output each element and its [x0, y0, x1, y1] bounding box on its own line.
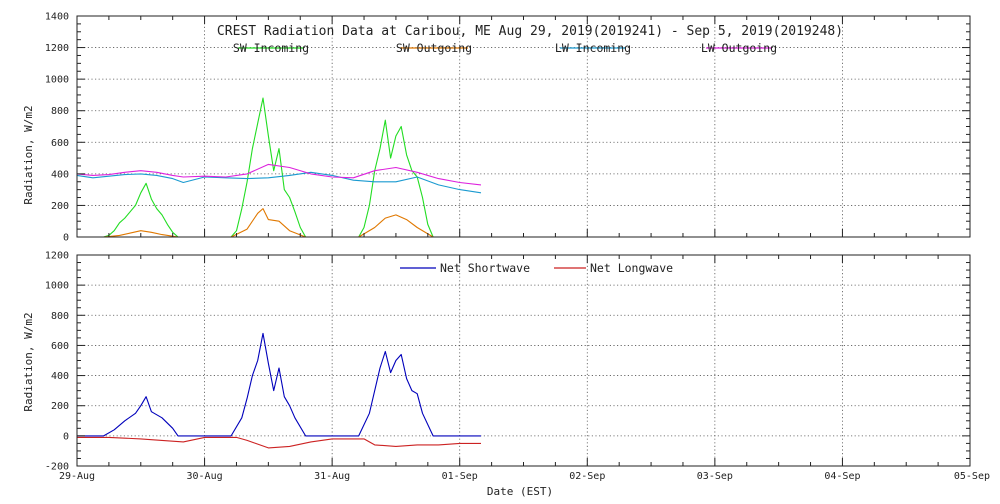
xtick-label: 30-Aug — [187, 471, 223, 482]
bottom-ytick-label: 0 — [63, 431, 69, 442]
top-legend-label-1: SW Outgoing — [396, 41, 472, 55]
bottom-ytick-label: -200 — [45, 462, 69, 473]
top-series-line-3 — [76, 163, 482, 186]
bottom-ytick-label: 200 — [51, 401, 69, 412]
top-panel-ticks: 0 200 400 600 800 1000 1200 1400 — [45, 12, 971, 244]
top-ytick-label: 400 — [51, 169, 69, 180]
chart-title: CREST Radiation Data at Caribou, ME Aug … — [217, 24, 843, 39]
xtick-label: 02-Sep — [569, 471, 605, 482]
bottom-series-line-0 — [77, 332, 481, 437]
xtick-label: 04-Sep — [824, 471, 860, 482]
bottom-panel-legend: Net Shortwave Net Longwave — [400, 261, 673, 275]
top-panel-legend: SW Incoming SW Outgoing LW Incoming LW Outg… — [233, 41, 777, 55]
top-legend-label-2: LW Incoming — [555, 41, 631, 55]
top-legend-label-0: SW Incoming — [233, 41, 309, 55]
bottom-ytick-label: 1000 — [45, 281, 69, 292]
top-ytick-label: 600 — [51, 138, 69, 149]
xtick-label: 01-Sep — [442, 471, 478, 482]
top-ytick-label: 1400 — [45, 12, 69, 23]
xtick-label: 31-Aug — [314, 471, 350, 482]
top-panel: 0 200 400 600 800 1000 1200 1400 CREST Radiatio… — [22, 12, 971, 244]
xtick-label: 29-Aug — [59, 471, 95, 482]
bottom-panel-ylabel: Radiation, W/m2 — [22, 312, 35, 411]
bottom-legend-label-0: Net Shortwave — [440, 261, 530, 275]
bottom-panel-series — [77, 332, 481, 449]
top-legend-label-3: LW Outgoing — [701, 41, 777, 55]
bottom-panel-grid — [77, 255, 970, 466]
top-ytick-label: 800 — [51, 106, 69, 117]
xtick-label: 03-Sep — [697, 471, 733, 482]
bottom-panel-ticks: -200 0 200 400 600 800 1000 1200 29-Aug 30-Aug 31-… — [45, 251, 990, 483]
top-panel-grid — [77, 16, 970, 237]
bottom-series-line-1 — [77, 436, 481, 449]
top-ytick-label: 1000 — [45, 75, 69, 86]
top-series-line-1 — [103, 208, 434, 238]
top-ytick-label: 0 — [63, 233, 69, 244]
top-ytick-label: 1200 — [45, 43, 69, 54]
bottom-ytick-label: 800 — [51, 311, 69, 322]
bottom-panel: -200 0 200 400 600 800 1000 1200 29-Aug 30-Aug 31-… — [22, 251, 990, 499]
xtick-label: 05-Sep — [954, 471, 990, 482]
xaxis-title: Date (EST) — [487, 485, 553, 498]
bottom-ytick-label: 400 — [51, 371, 69, 382]
top-series-line-0 — [103, 97, 434, 238]
top-panel-series — [76, 97, 482, 238]
bottom-legend-label-1: Net Longwave — [590, 261, 673, 275]
bottom-ytick-label: 1200 — [45, 251, 69, 262]
top-series-line-2 — [76, 171, 482, 194]
bottom-ytick-label: 600 — [51, 341, 69, 352]
top-ytick-label: 200 — [51, 201, 69, 212]
top-panel-ylabel: Radiation, W/m2 — [22, 105, 35, 204]
